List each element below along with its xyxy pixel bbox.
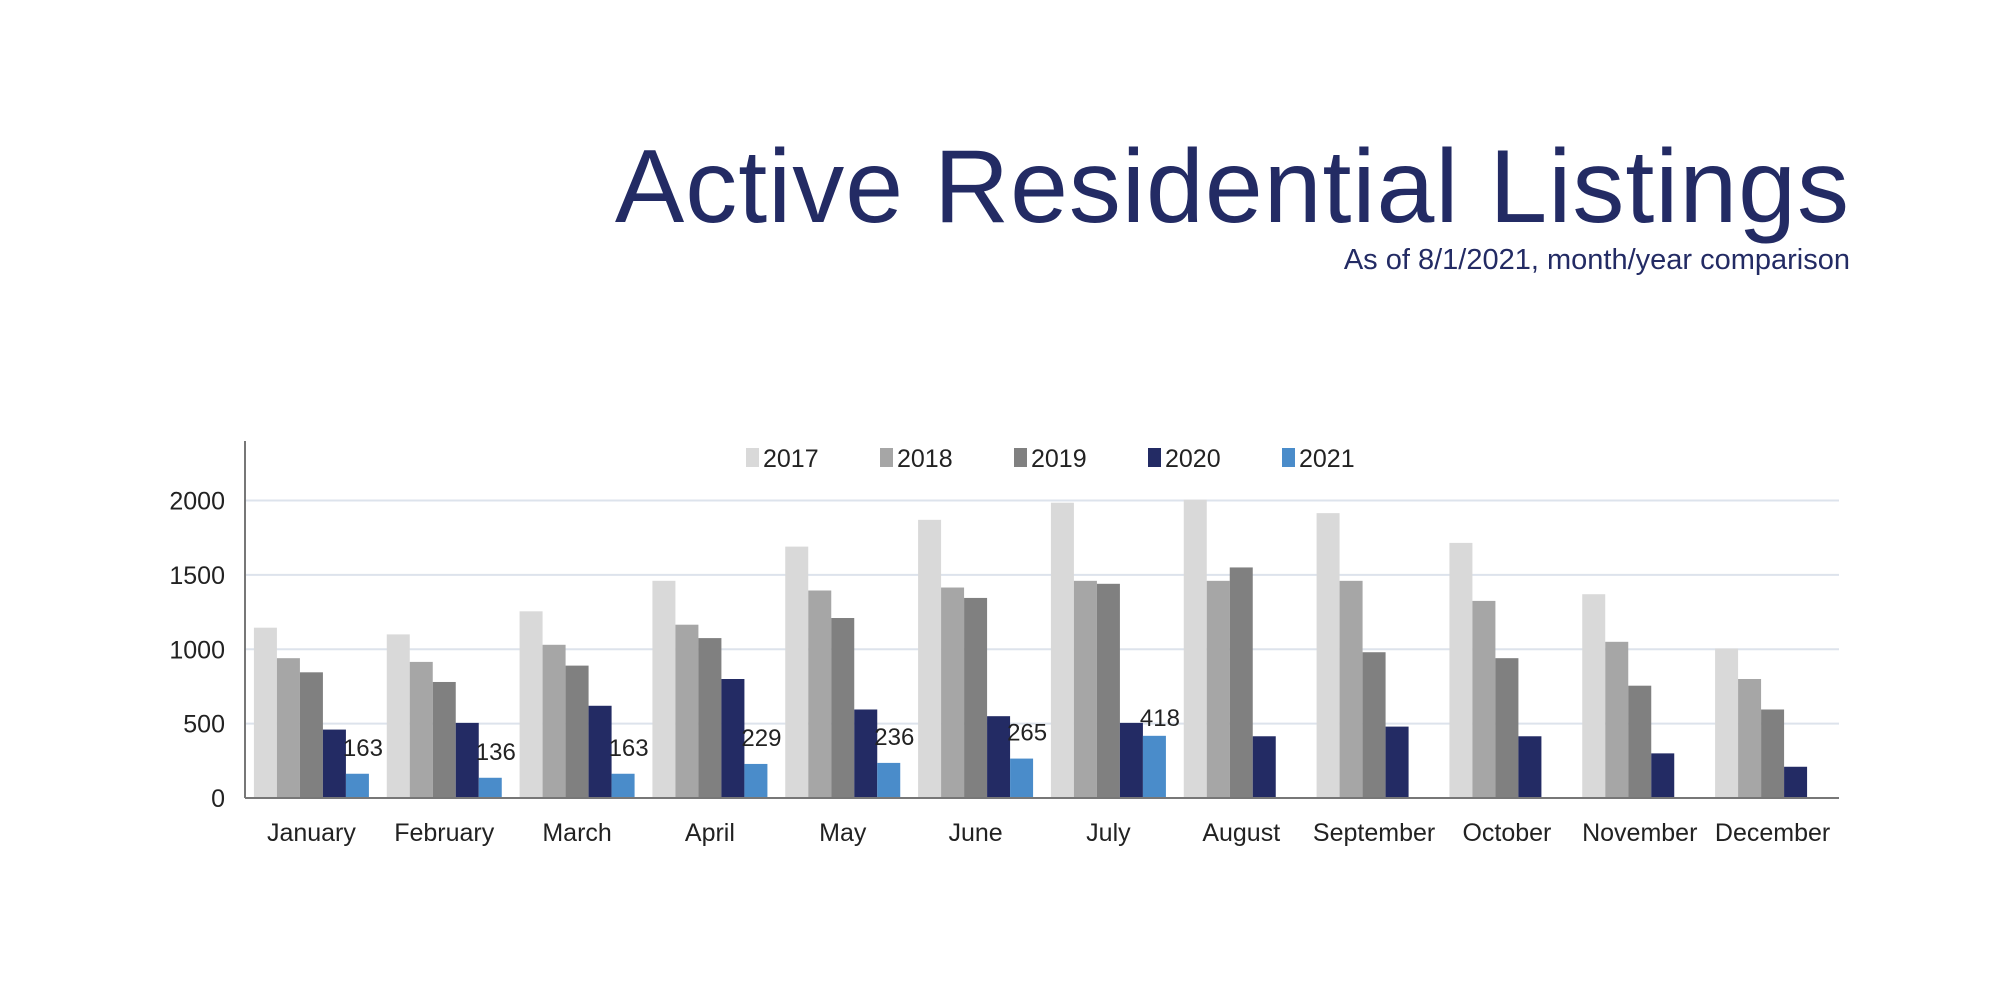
x-tick-label: August bbox=[1202, 819, 1280, 847]
y-tick-label: 0 bbox=[211, 785, 225, 813]
data-label: 229 bbox=[741, 725, 781, 752]
bar-2017-may bbox=[785, 546, 809, 798]
bar-2017-march bbox=[519, 611, 543, 798]
bar-2020-march bbox=[588, 705, 612, 798]
x-tick-label: March bbox=[542, 819, 611, 847]
bar-2017-august bbox=[1183, 499, 1207, 798]
bar-2017-january bbox=[253, 627, 277, 798]
bar-2018-september bbox=[1339, 580, 1363, 798]
bar-2020-november bbox=[1651, 753, 1675, 798]
bar-2019-february bbox=[432, 681, 456, 798]
bar-2021-june bbox=[1010, 758, 1034, 798]
bar-2018-january bbox=[276, 658, 300, 798]
bar-2019-september bbox=[1362, 652, 1386, 798]
legend-swatch-2021 bbox=[1282, 448, 1295, 467]
bar-2019-november bbox=[1628, 685, 1652, 798]
bar-2018-may bbox=[808, 590, 832, 798]
legend-swatch-2019 bbox=[1014, 448, 1027, 467]
data-label: 136 bbox=[476, 739, 516, 766]
bar-2021-february bbox=[478, 777, 502, 798]
bar-2020-may bbox=[854, 709, 878, 798]
data-label: 163 bbox=[343, 735, 383, 762]
data-label: 236 bbox=[874, 724, 914, 751]
bar-2017-april bbox=[652, 580, 676, 798]
data-label: 163 bbox=[609, 735, 649, 762]
legend-swatch-2018 bbox=[880, 448, 893, 467]
bar-2019-june bbox=[964, 597, 988, 798]
legend-label: 2018 bbox=[897, 445, 953, 473]
bar-2019-august bbox=[1229, 567, 1253, 798]
bar-2018-april bbox=[675, 624, 699, 798]
bar-2018-august bbox=[1206, 580, 1230, 798]
y-tick-label: 2000 bbox=[169, 488, 225, 516]
bar-2019-october bbox=[1495, 658, 1519, 798]
bar-2020-february bbox=[455, 722, 479, 798]
y-tick-label: 1000 bbox=[169, 636, 225, 664]
legend-swatch-2020 bbox=[1148, 448, 1161, 467]
x-tick-label: June bbox=[948, 819, 1002, 847]
x-tick-label: July bbox=[1086, 819, 1131, 847]
bar-2017-november bbox=[1582, 594, 1606, 798]
bar-2020-june bbox=[987, 716, 1011, 798]
bar-2017-february bbox=[386, 634, 410, 798]
bar-2018-october bbox=[1472, 600, 1496, 798]
bar-2021-july bbox=[1142, 735, 1166, 798]
bar-2020-january bbox=[322, 729, 346, 798]
bar-2019-may bbox=[831, 618, 855, 798]
y-tick-label: 1500 bbox=[169, 562, 225, 590]
bar-2020-july bbox=[1119, 722, 1143, 798]
bar-2020-october bbox=[1518, 736, 1542, 798]
bar-2018-july bbox=[1073, 580, 1097, 798]
bar-2018-june bbox=[941, 587, 965, 798]
bar-2018-february bbox=[409, 661, 433, 798]
x-tick-label: May bbox=[819, 819, 867, 847]
bar-2017-september bbox=[1316, 513, 1340, 798]
bar-2018-december bbox=[1738, 679, 1762, 798]
bar-2019-december bbox=[1761, 709, 1785, 798]
x-tick-label: October bbox=[1462, 819, 1551, 847]
bar-2020-august bbox=[1252, 736, 1276, 798]
legend-label: 2017 bbox=[763, 445, 819, 473]
bar-2017-june bbox=[918, 519, 942, 798]
bar-2019-april bbox=[698, 638, 722, 798]
legend-label: 2019 bbox=[1031, 445, 1087, 473]
x-tick-label: December bbox=[1715, 819, 1830, 847]
bar-2021-march bbox=[611, 773, 635, 798]
bar-2019-january bbox=[299, 672, 323, 798]
bar-2021-may bbox=[877, 762, 901, 798]
bar-2017-july bbox=[1050, 502, 1074, 798]
bar-2017-october bbox=[1449, 542, 1473, 798]
y-tick-label: 500 bbox=[183, 711, 225, 739]
data-label: 418 bbox=[1140, 705, 1180, 732]
bar-2020-december bbox=[1784, 766, 1808, 798]
legend-label: 2021 bbox=[1299, 445, 1355, 473]
chart-subtitle: As of 8/1/2021, month/year comparison bbox=[1343, 244, 1850, 276]
x-tick-label: February bbox=[394, 819, 495, 847]
chart-title: Active Residential Listings bbox=[614, 129, 1850, 245]
data-label: 265 bbox=[1007, 720, 1047, 747]
bar-2017-december bbox=[1715, 648, 1739, 798]
bar-2018-march bbox=[542, 644, 566, 798]
x-tick-label: April bbox=[685, 819, 735, 847]
bar-2018-november bbox=[1605, 641, 1629, 798]
bar-2021-april bbox=[744, 763, 768, 798]
bar-2020-september bbox=[1385, 726, 1409, 798]
bar-2020-april bbox=[721, 679, 745, 798]
bar-2019-july bbox=[1096, 583, 1120, 798]
x-tick-label: September bbox=[1313, 819, 1435, 847]
legend-label: 2020 bbox=[1165, 445, 1221, 473]
legend-swatch-2017 bbox=[746, 448, 759, 467]
x-tick-label: November bbox=[1582, 819, 1697, 847]
bar-2019-march bbox=[565, 665, 589, 798]
bar-2021-january bbox=[345, 773, 369, 798]
x-tick-label: January bbox=[267, 819, 356, 847]
